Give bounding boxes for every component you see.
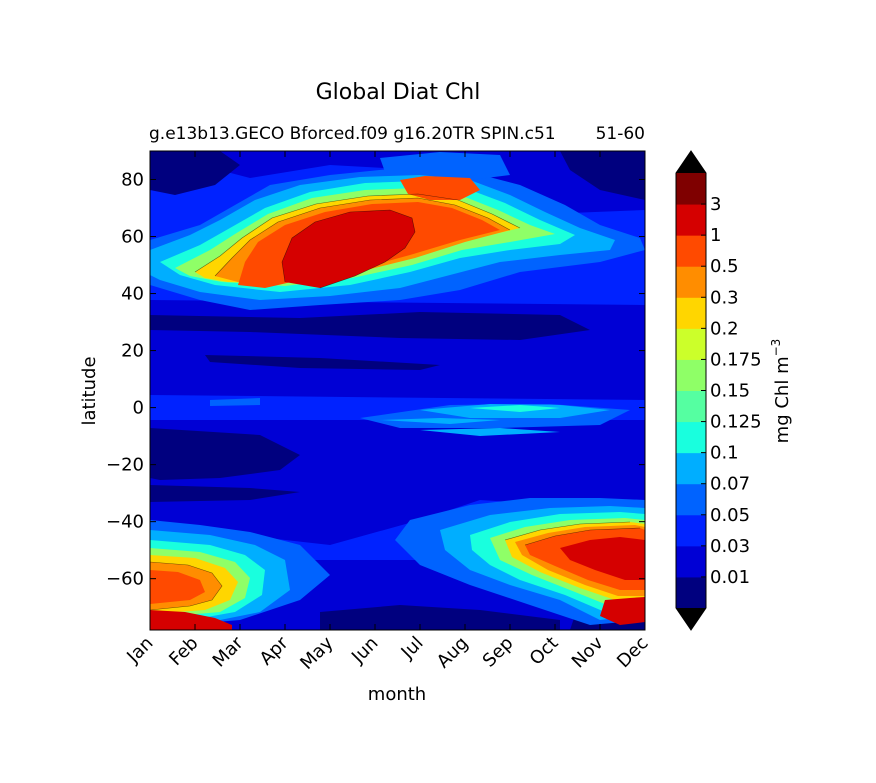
colorbar-segment [676,576,706,609]
y-tick-label: 60 [121,227,144,248]
contour-band-red [560,537,645,580]
y-tick-label: 0 [133,398,144,419]
contour-band-redorange [150,570,205,604]
x-tick-label: Apr [256,632,293,669]
y-axis-label: latitude [79,356,100,425]
x-tick-label: Jan [122,633,157,668]
colorbar: 0.01 0.03 0.05 0.07 0.1 0.125 0.15 0.175 0.2 0.3 0… [675,150,762,631]
colorbar-segment [676,297,706,329]
contour-band-min [150,428,300,480]
contour-band-red [150,610,232,630]
contour-band-equatorial [380,418,500,424]
colorbar-tick-label: 0.01 [710,567,750,588]
colorbar-tick-label: 3 [710,194,721,215]
colorbar-extend-top [676,151,706,173]
contour-band-min [150,151,240,195]
x-tick-label: Mar [209,632,248,671]
colorbar-segment [676,514,706,547]
colorbar-segment [676,545,706,578]
colorbar-segment [676,235,706,267]
colorbar-segment [676,483,706,516]
x-tick-label: Dec [613,633,652,672]
contour-band-min [205,355,440,370]
x-axis-label: month [368,684,426,705]
y-tick-label: −60 [106,569,144,590]
colorbar-extend-bottom [676,608,706,630]
contour-band-min [320,605,560,630]
x-tick-label: Oct [526,633,563,670]
colorbar-tick-label: 0.175 [710,349,762,370]
y-tick-label: 40 [121,284,144,305]
y-tick-label: 80 [121,170,144,191]
contour-band-red [282,210,415,288]
contour-band-equatorial [420,428,560,436]
x-tick-label: Nov [568,632,608,672]
colorbar-tick-label: 0.03 [710,536,750,557]
colorbar-label-text: mg Chl m [772,356,793,443]
y-tick-label: −40 [106,512,144,533]
contour-lines [150,193,641,611]
colorbar-segment [676,266,706,298]
chart-subtitle-right: 51-60 [596,124,645,144]
x-tick-label: Jun [347,633,382,668]
colorbar-tick-label: 0.5 [710,256,739,277]
colorbar-label-exponent: −3 [769,339,783,357]
colorbar-label: mg Chl m−3 [769,339,793,444]
x-tick-label: Feb [165,633,202,670]
chart-title: Global Diat Chl [316,80,481,105]
x-tick-label: Jul [397,633,428,664]
contour-band-min [150,485,300,502]
contour-band-mid [380,152,510,180]
contour-band-mid [210,398,260,406]
x-tick-label: Sep [479,633,518,672]
colorbar-segment [676,204,706,236]
contour-field [150,151,645,630]
x-tick-label: Aug [433,633,473,673]
colorbar-tick-label: 0.07 [710,474,750,495]
y-tick-label: −20 [106,455,144,476]
colorbar-segment [676,390,706,423]
colorbar-tick-label: 0.125 [710,412,762,433]
contour-band-equatorial [470,405,560,412]
chart-subtitle-left: g.e13b13.GECO Bforced.f09 g16.20TR SPIN.… [149,124,556,144]
colorbar-outline [675,150,707,631]
colorbar-tick-label: 0.3 [710,287,739,308]
contour-band-min [560,151,645,200]
colorbar-segment [676,173,706,205]
y-tick-label: 20 [121,341,144,362]
colorbar-tick-label: 0.15 [710,381,750,402]
colorbar-segment [676,359,706,391]
colorbar-tick-label: 0.1 [710,443,739,464]
colorbar-tick-label: 0.05 [710,505,750,526]
colorbar-tick-label: 1 [710,225,721,246]
contour-band-red [600,597,645,625]
x-tick-label: May [296,632,337,673]
y-axis: 80 60 40 20 0 −20 −40 −60 [106,170,645,590]
colorbar-segment [676,421,706,454]
contour-band-min [150,312,590,340]
colorbar-segment [676,452,706,485]
colorbar-segment [676,328,706,360]
colorbar-tick-label: 0.2 [710,318,739,339]
plot-frame [149,150,646,631]
